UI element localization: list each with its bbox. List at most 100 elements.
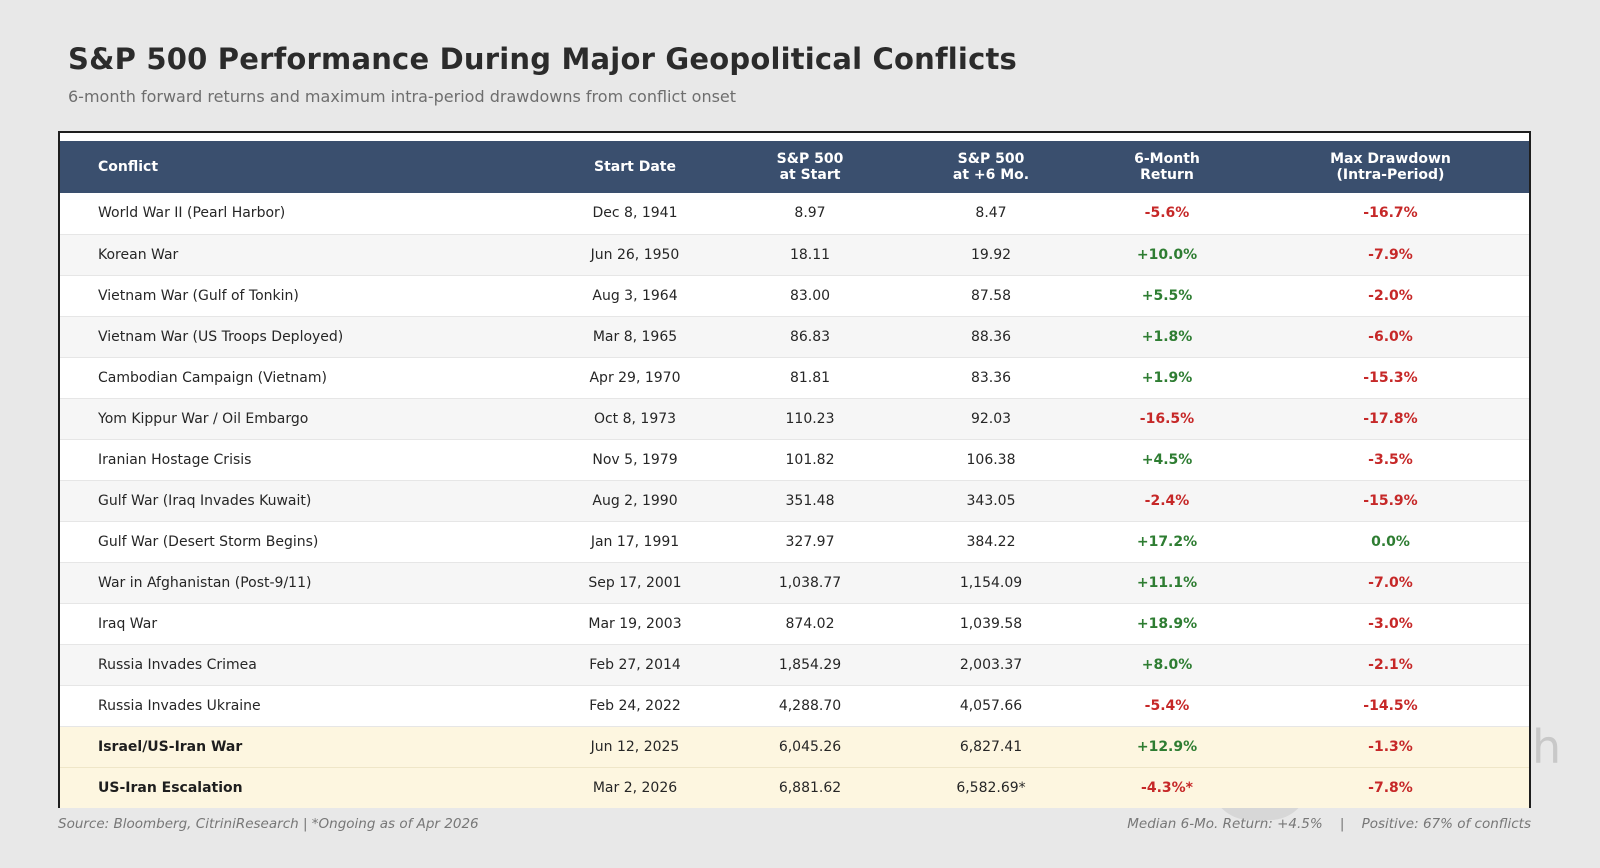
cell-conflict: Gulf War (Iraq Invades Kuwait) bbox=[60, 480, 550, 522]
table-row: Cambodian Campaign (Vietnam) Apr 29, 1970… bbox=[60, 357, 1529, 399]
cell-drawdown: -2.1% bbox=[1252, 644, 1529, 686]
table-row: Iraq War Mar 19, 2003 874.02 1,039.58 +18.9%… bbox=[60, 603, 1529, 645]
conflicts-table: Conflict Start Date S&P 500 at Start S&P … bbox=[60, 141, 1529, 808]
cell-sp-start: 81.81 bbox=[720, 357, 900, 399]
cell-conflict: Yom Kippur War / Oil Embargo bbox=[60, 398, 550, 440]
cell-conflict: Israel/US-Iran War bbox=[60, 726, 550, 768]
cell-sp-6mo: 87.58 bbox=[900, 275, 1082, 317]
cell-start-date: Mar 19, 2003 bbox=[550, 603, 720, 645]
cell-drawdown: -7.8% bbox=[1252, 767, 1529, 808]
cell-conflict: Vietnam War (US Troops Deployed) bbox=[60, 316, 550, 358]
cell-sp-start: 86.83 bbox=[720, 316, 900, 358]
cell-conflict: War in Afghanistan (Post-9/11) bbox=[60, 562, 550, 604]
cell-start-date: Sep 17, 2001 bbox=[550, 562, 720, 604]
cell-sp-6mo: 92.03 bbox=[900, 398, 1082, 440]
cell-return: +5.5% bbox=[1082, 275, 1252, 317]
cell-start-date: Aug 2, 1990 bbox=[550, 480, 720, 522]
cell-sp-6mo: 6,582.69* bbox=[900, 767, 1082, 808]
cell-start-date: Oct 8, 1973 bbox=[550, 398, 720, 440]
cell-sp-start: 6,881.62 bbox=[720, 767, 900, 808]
cell-conflict: Vietnam War (Gulf of Tonkin) bbox=[60, 275, 550, 317]
cell-conflict: Iranian Hostage Crisis bbox=[60, 439, 550, 481]
cell-return: +18.9% bbox=[1082, 603, 1252, 645]
cell-sp-6mo: 83.36 bbox=[900, 357, 1082, 399]
cell-sp-start: 351.48 bbox=[720, 480, 900, 522]
cell-sp-start: 110.23 bbox=[720, 398, 900, 440]
cell-return: -5.4% bbox=[1082, 685, 1252, 727]
table-row: Russia Invades Ukraine Feb 24, 2022 4,288.… bbox=[60, 685, 1529, 727]
cell-drawdown: -17.8% bbox=[1252, 398, 1529, 440]
cell-sp-start: 1,038.77 bbox=[720, 562, 900, 604]
table-row: Iranian Hostage Crisis Nov 5, 1979 101.82 1… bbox=[60, 439, 1529, 481]
cell-sp-start: 1,854.29 bbox=[720, 644, 900, 686]
cell-start-date: Jun 12, 2025 bbox=[550, 726, 720, 768]
cell-start-date: Jun 26, 1950 bbox=[550, 234, 720, 276]
cell-sp-start: 18.11 bbox=[720, 234, 900, 276]
cell-return: -16.5% bbox=[1082, 398, 1252, 440]
cell-return: +10.0% bbox=[1082, 234, 1252, 276]
cell-return: +1.8% bbox=[1082, 316, 1252, 358]
cell-start-date: Apr 29, 1970 bbox=[550, 357, 720, 399]
cell-conflict: Russia Invades Crimea bbox=[60, 644, 550, 686]
table-row: Yom Kippur War / Oil Embargo Oct 8, 1973 1… bbox=[60, 398, 1529, 440]
cell-sp-6mo: 88.36 bbox=[900, 316, 1082, 358]
cell-sp-start: 874.02 bbox=[720, 603, 900, 645]
cell-drawdown: -15.9% bbox=[1252, 480, 1529, 522]
cell-return: -5.6% bbox=[1082, 193, 1252, 235]
cell-start-date: Mar 2, 2026 bbox=[550, 767, 720, 808]
cell-return: +11.1% bbox=[1082, 562, 1252, 604]
cell-sp-start: 6,045.26 bbox=[720, 726, 900, 768]
table-row: US-Iran Escalation Mar 2, 2026 6,881.62 6,5… bbox=[60, 767, 1529, 808]
cell-start-date: Jan 17, 1991 bbox=[550, 521, 720, 563]
table-row: War in Afghanistan (Post-9/11) Sep 17, 20… bbox=[60, 562, 1529, 604]
cell-start-date: Feb 27, 2014 bbox=[550, 644, 720, 686]
watermark-letter: h bbox=[1532, 720, 1562, 774]
cell-start-date: Dec 8, 1941 bbox=[550, 193, 720, 235]
cell-drawdown: 0.0% bbox=[1252, 521, 1529, 563]
cell-sp-start: 8.97 bbox=[720, 193, 900, 235]
cell-drawdown: -6.0% bbox=[1252, 316, 1529, 358]
cell-sp-6mo: 1,039.58 bbox=[900, 603, 1082, 645]
cell-drawdown: -2.0% bbox=[1252, 275, 1529, 317]
table-row: Vietnam War (US Troops Deployed) Mar 8, 1… bbox=[60, 316, 1529, 358]
cell-sp-start: 327.97 bbox=[720, 521, 900, 563]
cell-return: +4.5% bbox=[1082, 439, 1252, 481]
cell-sp-6mo: 384.22 bbox=[900, 521, 1082, 563]
cell-start-date: Feb 24, 2022 bbox=[550, 685, 720, 727]
cell-start-date: Nov 5, 1979 bbox=[550, 439, 720, 481]
table-row: Korean War Jun 26, 1950 18.11 19.92 +10.0% -7… bbox=[60, 234, 1529, 276]
header-conflict: Conflict bbox=[98, 159, 159, 175]
header-start-date: Start Date bbox=[594, 159, 676, 175]
cell-drawdown: -7.9% bbox=[1252, 234, 1529, 276]
table-row: Israel/US-Iran War Jun 12, 2025 6,045.26 6,… bbox=[60, 726, 1529, 768]
cell-drawdown: -16.7% bbox=[1252, 193, 1529, 235]
cell-drawdown: -1.3% bbox=[1252, 726, 1529, 768]
table-body: World War II (Pearl Harbor) Dec 8, 1941 8.… bbox=[60, 193, 1529, 808]
cell-drawdown: -14.5% bbox=[1252, 685, 1529, 727]
table-row: Vietnam War (Gulf of Tonkin) Aug 3, 1964 8… bbox=[60, 275, 1529, 317]
cell-drawdown: -3.5% bbox=[1252, 439, 1529, 481]
header-sp-start: S&P 500 at Start bbox=[776, 151, 844, 183]
cell-sp-6mo: 106.38 bbox=[900, 439, 1082, 481]
cell-drawdown: -15.3% bbox=[1252, 357, 1529, 399]
cell-return: +12.9% bbox=[1082, 726, 1252, 768]
footer-source: Source: Bloomberg, CitriniResearch | *On… bbox=[58, 816, 479, 832]
cell-conflict: Korean War bbox=[60, 234, 550, 276]
header-return: 6-Month Return bbox=[1134, 151, 1200, 183]
cell-conflict: World War II (Pearl Harbor) bbox=[60, 193, 550, 235]
page-title: S&P 500 Performance During Major Geopoli… bbox=[68, 42, 1017, 76]
cell-sp-6mo: 6,827.41 bbox=[900, 726, 1082, 768]
table-header: Conflict Start Date S&P 500 at Start S&P … bbox=[60, 141, 1529, 193]
cell-return: +1.9% bbox=[1082, 357, 1252, 399]
cell-return: -4.3%* bbox=[1082, 767, 1252, 808]
cell-conflict: Cambodian Campaign (Vietnam) bbox=[60, 357, 550, 399]
cell-sp-6mo: 8.47 bbox=[900, 193, 1082, 235]
table-row: Gulf War (Desert Storm Begins) Jan 17, 19… bbox=[60, 521, 1529, 563]
cell-sp-6mo: 343.05 bbox=[900, 480, 1082, 522]
header-sp-6mo: S&P 500 at +6 Mo. bbox=[952, 151, 1030, 183]
cell-return: +17.2% bbox=[1082, 521, 1252, 563]
header-drawdown: Max Drawdown (Intra-Period) bbox=[1330, 151, 1451, 183]
cell-drawdown: -7.0% bbox=[1252, 562, 1529, 604]
cell-return: -2.4% bbox=[1082, 480, 1252, 522]
